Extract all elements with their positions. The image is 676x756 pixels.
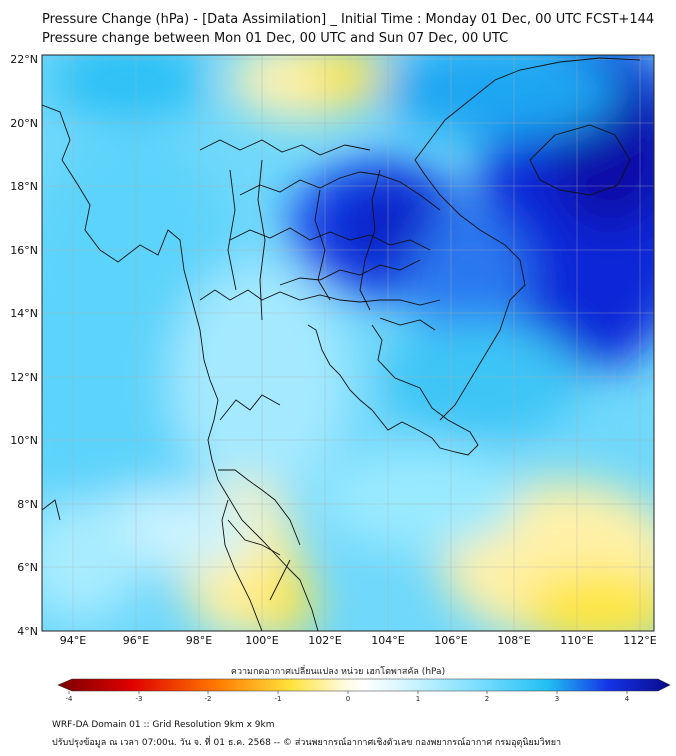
latitude-labels: 22°N 20°N 18°N 16°N 14°N 12°N 10°N 8°N 6… (10, 53, 38, 638)
lat-label: 4°N (17, 625, 38, 638)
lon-label: 94°E (60, 634, 86, 647)
lat-label: 16°N (10, 244, 38, 257)
colorbar-tick: 4 (625, 695, 630, 703)
map-frame (41, 54, 655, 632)
colorbar-tick: 3 (555, 695, 559, 703)
lon-label: 98°E (186, 634, 212, 647)
lat-label: 8°N (17, 498, 38, 511)
lon-label: 110°E (560, 634, 593, 647)
lat-label: 12°N (10, 371, 38, 384)
lat-label: 22°N (10, 53, 38, 66)
coastlines-borders (42, 57, 641, 631)
chart-subtitle: Pressure change between Mon 01 Dec, 00 U… (42, 31, 509, 46)
lon-label: 96°E (123, 634, 149, 647)
chart-title: Pressure Change (hPa) - [Data Assimilati… (42, 12, 655, 27)
colorbar-tick: -4 (66, 695, 74, 703)
lon-label: 108°E (497, 634, 530, 647)
lon-label: 100°E (245, 634, 278, 647)
pressure-field (42, 55, 654, 631)
lon-label: 102°E (308, 634, 341, 647)
footer-credit: ปรับปรุงข้อมูล ณ เวลา 07:00น. วัน จ. ที่… (52, 738, 562, 748)
gridlines (42, 55, 654, 631)
colorbar-tick: -1 (275, 695, 282, 703)
colorbar-tick: 0 (346, 695, 350, 703)
longitude-labels: 94°E 96°E 98°E 100°E 102°E 104°E 106°E 1… (60, 634, 657, 647)
colorbar-tick: -3 (136, 695, 143, 703)
footer-model-info: WRF-DA Domain 01 :: Grid Resolution 9km … (52, 720, 275, 730)
colorbar-bar (57, 678, 671, 692)
colorbar-caption: ความกดอากาศเปลี่ยนแปลง หน่วย เฮกโตพาสคัล… (230, 667, 446, 677)
colorbar: -4 -3 -2 -1 0 1 2 3 4 (57, 678, 671, 703)
lat-label: 10°N (10, 434, 38, 447)
lat-label: 18°N (10, 180, 38, 193)
pressure-change-map: 22°N 20°N 18°N 16°N 14°N 12°N 10°N 8°N 6… (10, 53, 671, 703)
colorbar-tick: -2 (205, 695, 212, 703)
lon-label: 104°E (371, 634, 404, 647)
lon-label: 112°E (623, 634, 656, 647)
lat-label: 14°N (10, 307, 38, 320)
lon-label: 106°E (434, 634, 467, 647)
colorbar-tick: 2 (485, 695, 489, 703)
lat-label: 20°N (10, 117, 38, 130)
colorbar-tick: 1 (416, 695, 420, 703)
lat-label: 6°N (17, 561, 38, 574)
